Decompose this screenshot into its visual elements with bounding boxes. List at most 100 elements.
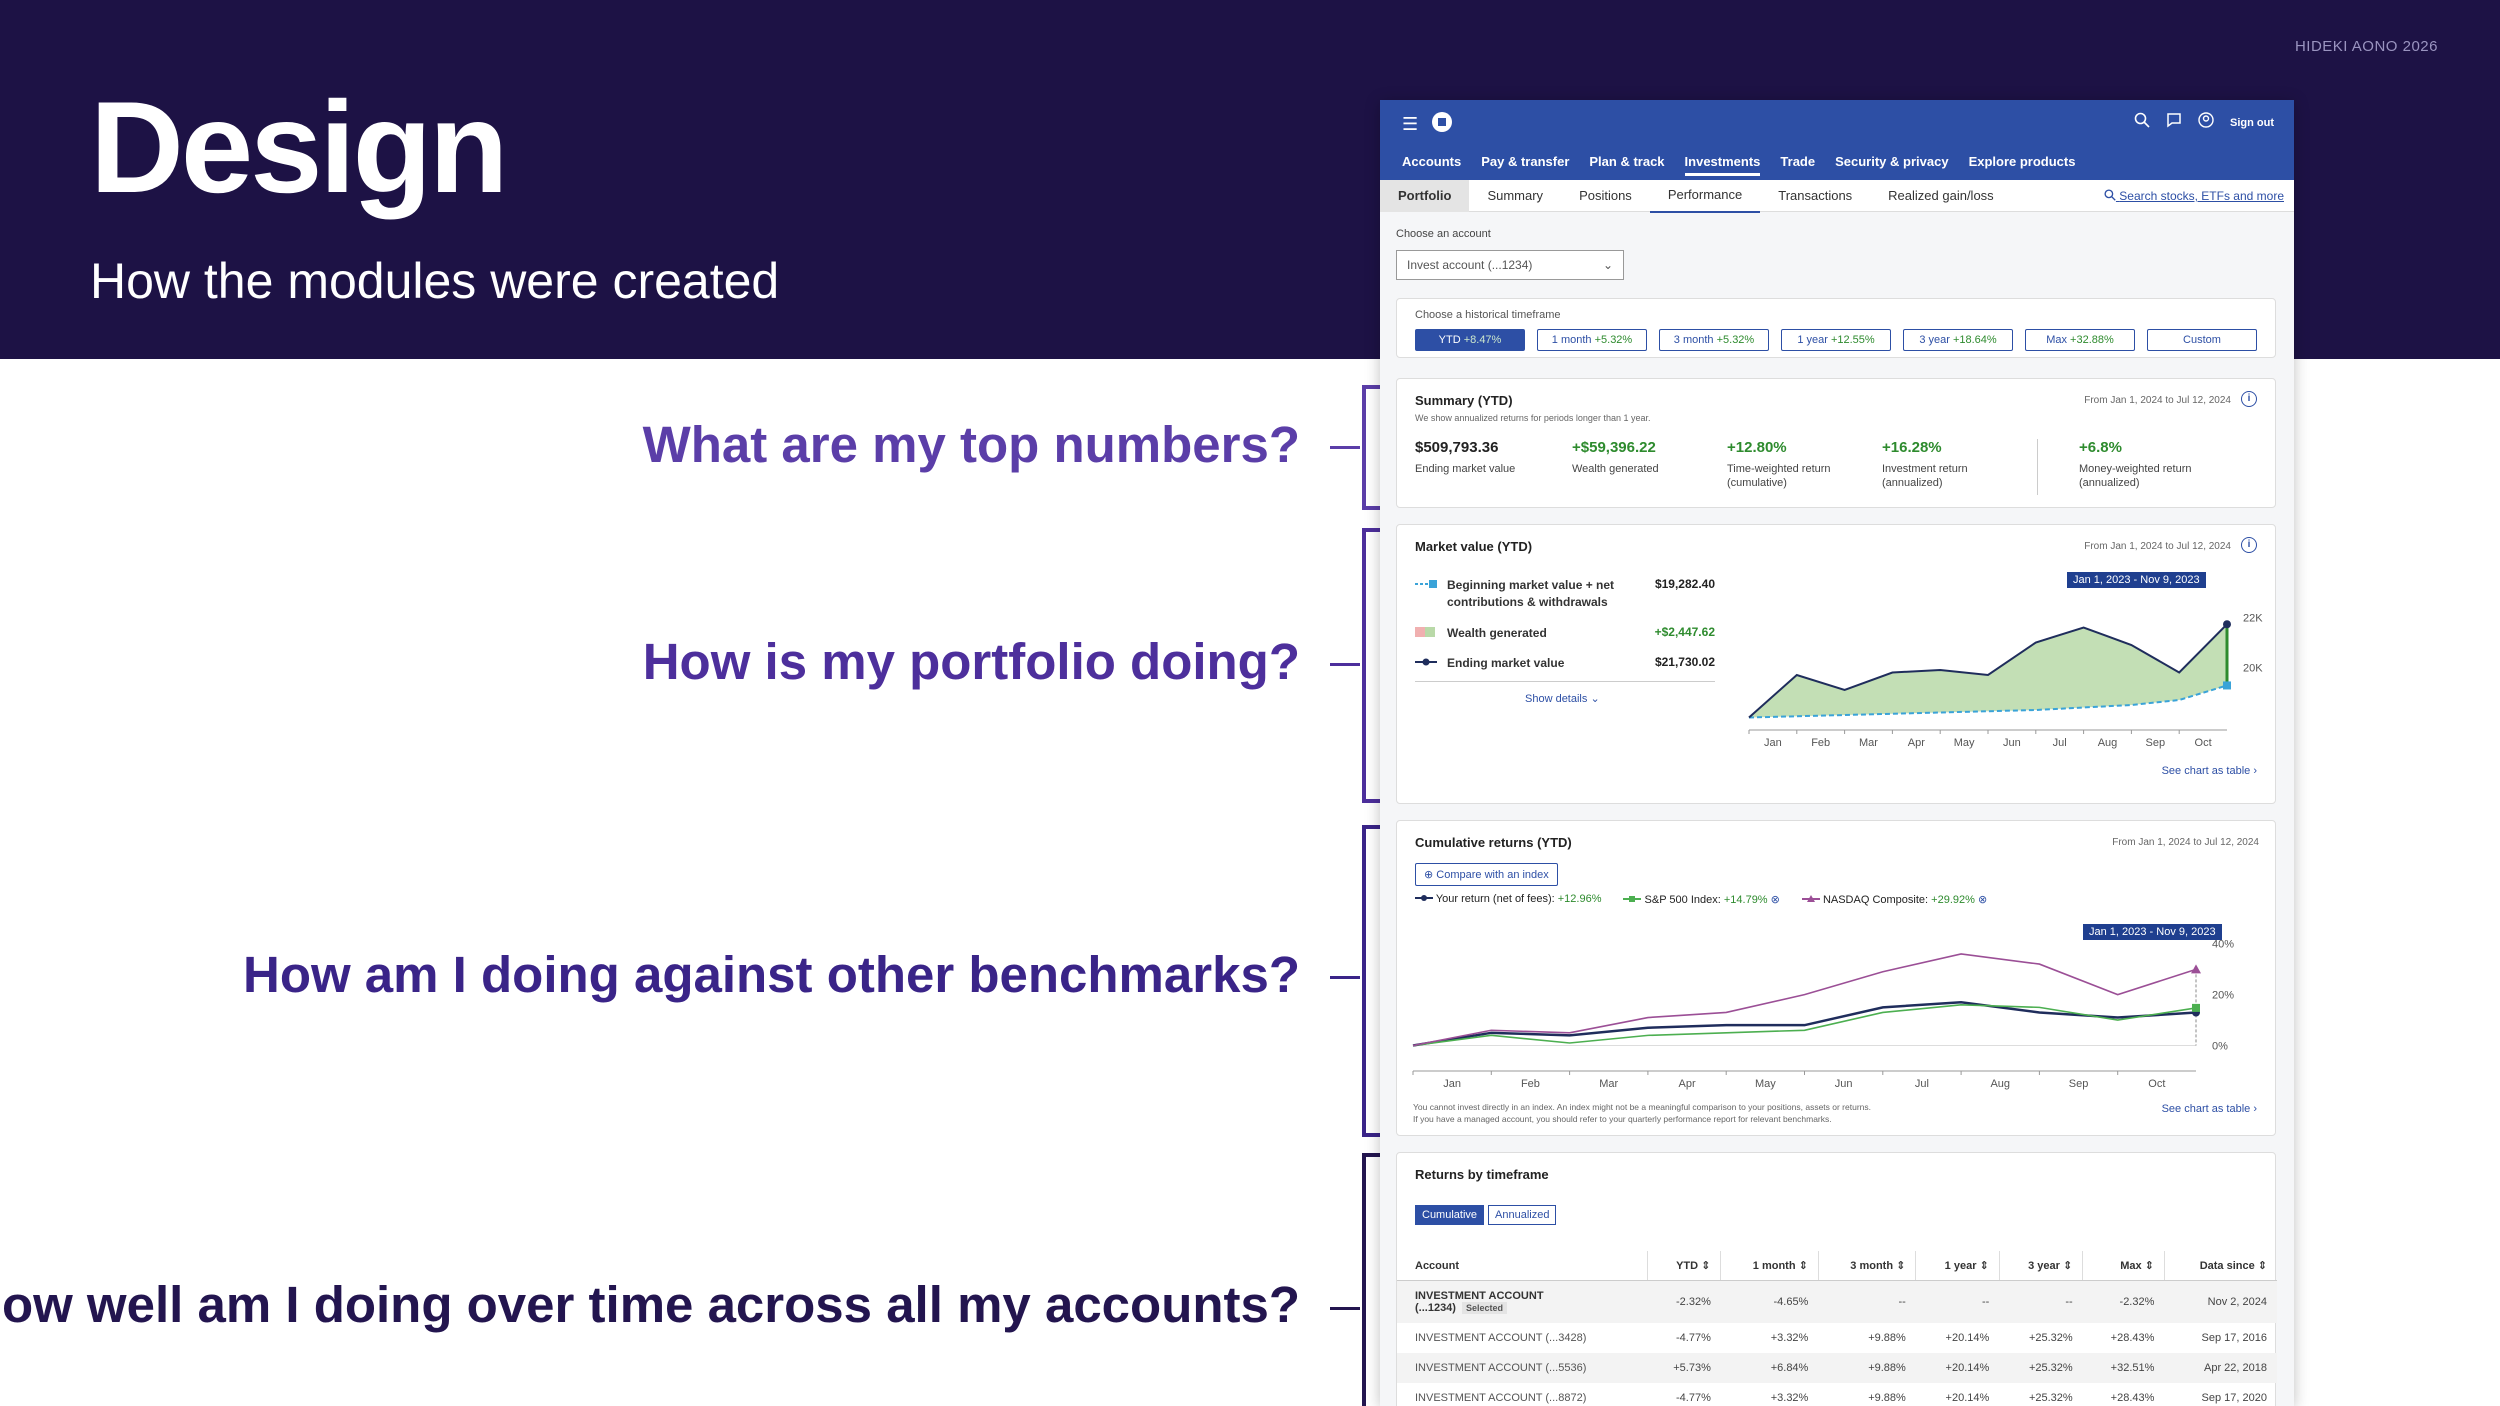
timeframe-3-year-button[interactable]: 3 year +18.64%	[1903, 329, 2013, 351]
green-line-swatch	[1623, 896, 1642, 902]
top-bar: ☰ Sign out Accounts Pay & transfer Plan …	[1380, 100, 2294, 180]
metric-ending-market-value: $509,793.36 Ending market value	[1415, 439, 1555, 476]
wealth-generated-area	[1749, 624, 2227, 718]
question-top-numbers: What are my top numbers?	[642, 416, 1300, 473]
nav-plan-track[interactable]: Plan & track	[1589, 154, 1665, 169]
nav-security-privacy[interactable]: Security & privacy	[1835, 154, 1949, 169]
tab-portfolio[interactable]: Portfolio	[1380, 179, 1470, 212]
col-1-month[interactable]: 1 month ⇕	[1720, 1251, 1819, 1281]
x-tick-label: Jul	[1915, 1078, 1929, 1090]
cell-1-month: +3.32%	[1770, 1332, 1809, 1344]
nav-investments[interactable]: Investments	[1684, 154, 1761, 176]
nav-explore-products[interactable]: Explore products	[1968, 154, 2076, 169]
timeframe-1-year-button[interactable]: 1 year +12.55%	[1781, 329, 1891, 351]
line-swatch	[1415, 658, 1437, 666]
toggle-cumulative[interactable]: Cumulative	[1415, 1205, 1485, 1225]
timeframe-label-text: Custom	[2183, 334, 2221, 346]
metric-value: +16.28%	[1882, 439, 1942, 456]
summary-card: Summary (YTD) We show annualized returns…	[1396, 378, 2276, 508]
search-icon[interactable]	[2134, 112, 2150, 133]
bank-logo[interactable]	[1432, 112, 1452, 132]
timeframe-max-button[interactable]: Max +32.88%	[2025, 329, 2135, 351]
question-over-time: How well am I doing over time across all…	[0, 1276, 1300, 1333]
beginning-value-point	[2223, 681, 2231, 690]
tab-performance[interactable]: Performance	[1649, 179, 1761, 213]
col-label: Data since	[2199, 1260, 2255, 1272]
cell-data-since: Nov 2, 2024	[2164, 1280, 2277, 1323]
cell-account: INVESTMENT ACCOUNT (...3428)	[1415, 1332, 1587, 1344]
col-3-month[interactable]: 3 month ⇕	[1817, 1251, 1916, 1281]
hamburger-icon[interactable]: ☰	[1402, 114, 1419, 134]
timeframe-1-month-button[interactable]: 1 month +5.32%	[1537, 329, 1647, 351]
cell-3-month: --	[1818, 1280, 1916, 1323]
tab-positions[interactable]: Positions	[1579, 187, 1632, 203]
timeframe-ytd-button[interactable]: YTD +8.47%	[1415, 329, 1525, 351]
timeframe-label-text: 1 month	[1551, 334, 1592, 346]
cell-max: +28.43%	[2110, 1392, 2155, 1404]
close-circle-icon[interactable]: ⊗	[1770, 894, 1780, 906]
search-stocks-link[interactable]: Search stocks, ETFs and more	[2104, 180, 2284, 212]
connector-line	[1330, 663, 1360, 666]
close-circle-icon[interactable]: ⊗	[1977, 894, 1988, 906]
profile-icon[interactable]	[2198, 112, 2214, 133]
chevron-right-icon: ›	[2253, 1103, 2257, 1115]
nav-trade[interactable]: Trade	[1780, 154, 1816, 169]
disclaimer-line: You cannot invest directly in an index. …	[1413, 1102, 1871, 1112]
col-data-since[interactable]: Data since ⇕	[2163, 1251, 2277, 1281]
y-tick-label: 40%	[2212, 939, 2234, 951]
cell-account: INVESTMENT ACCOUNT (...5536)	[1397, 1353, 1647, 1383]
market-value-range: From Jan 1, 2024 to Jul 12, 2024	[2084, 541, 2231, 552]
message-icon[interactable]	[2166, 112, 2182, 133]
x-tick-label: Oct	[2148, 1078, 2165, 1090]
timeframe-custom-button[interactable]: Custom	[2147, 329, 2257, 351]
table-row[interactable]: INVESTMENT ACCOUNT (...3428) -4.77% +3.3…	[1397, 1323, 2277, 1353]
account-select[interactable]: Invest account (...1234) ⌄	[1396, 250, 1624, 280]
metric-money-weighted-return: +6.8% Money-weighted return (annualized)	[2079, 439, 2229, 490]
sub-nav: Portfolio Summary Positions Performance …	[1380, 179, 2294, 213]
see-chart-as-table-link[interactable]: See chart as table ›	[2162, 1103, 2257, 1115]
toggle-annualized[interactable]: Annualized	[1488, 1205, 1557, 1225]
col-1-year[interactable]: 1 year ⇕	[1915, 1251, 2000, 1281]
col-label: YTD	[1676, 1260, 1699, 1272]
cell-max: +28.43%	[2110, 1332, 2155, 1344]
table-row[interactable]: INVESTMENT ACCOUNT (...1234) Selected -2.…	[1397, 1280, 2277, 1323]
y-tick-label: 22K	[2243, 613, 2263, 625]
ending-value-line	[1748, 623, 2228, 719]
legend-amount: $19,282.40	[1654, 577, 1715, 591]
tab-realized-gain-loss[interactable]: Realized gain/loss	[1888, 187, 1994, 203]
nav-accounts[interactable]: Accounts	[1402, 154, 1462, 169]
timeframe-3-month-button[interactable]: 3 month +5.32%	[1659, 329, 1769, 351]
metric-label: Investment return (annualized)	[1882, 463, 1968, 489]
table-row[interactable]: INVESTMENT ACCOUNT (...5536) +5.73% +6.8…	[1397, 1353, 2277, 1383]
x-tick-label: Oct	[2195, 737, 2212, 749]
tab-summary[interactable]: Summary	[1487, 187, 1544, 203]
x-tick-label: Mar	[1599, 1078, 1618, 1090]
col-3-year[interactable]: 3 year ⇕	[1998, 1251, 2083, 1281]
show-details-link[interactable]: Show details ⌄	[1525, 692, 1600, 705]
col-max[interactable]: Max ⇕	[2082, 1251, 2165, 1281]
cell-account: INVESTMENT ACCOUNT (...8872)	[1415, 1392, 1587, 1404]
cumulative-returns-card: Cumulative returns (YTD) From Jan 1, 202…	[1396, 820, 2276, 1136]
cell-account: INVESTMENT ACCOUNT (...1234) Selected	[1397, 1280, 1647, 1323]
legend-wealth-generated: Wealth generated +$2,447.62	[1415, 625, 1715, 642]
x-tick-label: Sep	[2146, 737, 2166, 749]
cell-3-month: +9.88%	[1818, 1353, 1916, 1383]
see-chart-as-table-link[interactable]: See chart as table ›	[2162, 765, 2257, 777]
legend-ending-value: Ending market value $21,730.02	[1415, 655, 1715, 672]
legend-pct: +12.96%	[1557, 893, 1602, 905]
sp500-line	[1412, 1004, 2197, 1047]
sign-out-link[interactable]: Sign out	[2230, 116, 2274, 129]
table-row[interactable]: INVESTMENT ACCOUNT (...8872) -4.77% +3.3…	[1397, 1383, 2277, 1406]
nav-pay-transfer[interactable]: Pay & transfer	[1481, 154, 1570, 169]
cell-1-year: +20.14%	[1945, 1332, 1990, 1344]
legend-nasdaq: NASDAQ Composite: +29.92% ⊗	[1801, 893, 1988, 906]
sort-icon: ⇕	[1979, 1260, 1989, 1272]
col-ytd[interactable]: YTD ⇕	[1646, 1251, 1721, 1281]
compare-index-button[interactable]: ⊕ Compare with an index	[1415, 863, 1558, 886]
sort-icon: ⇕	[2062, 1260, 2073, 1272]
tab-transactions[interactable]: Transactions	[1778, 187, 1853, 203]
y-tick-label: 20K	[2243, 663, 2263, 675]
info-icon[interactable]: i	[2241, 391, 2257, 407]
cell-1-year: +20.14%	[1945, 1392, 1990, 1404]
info-icon[interactable]: i	[2241, 537, 2257, 553]
